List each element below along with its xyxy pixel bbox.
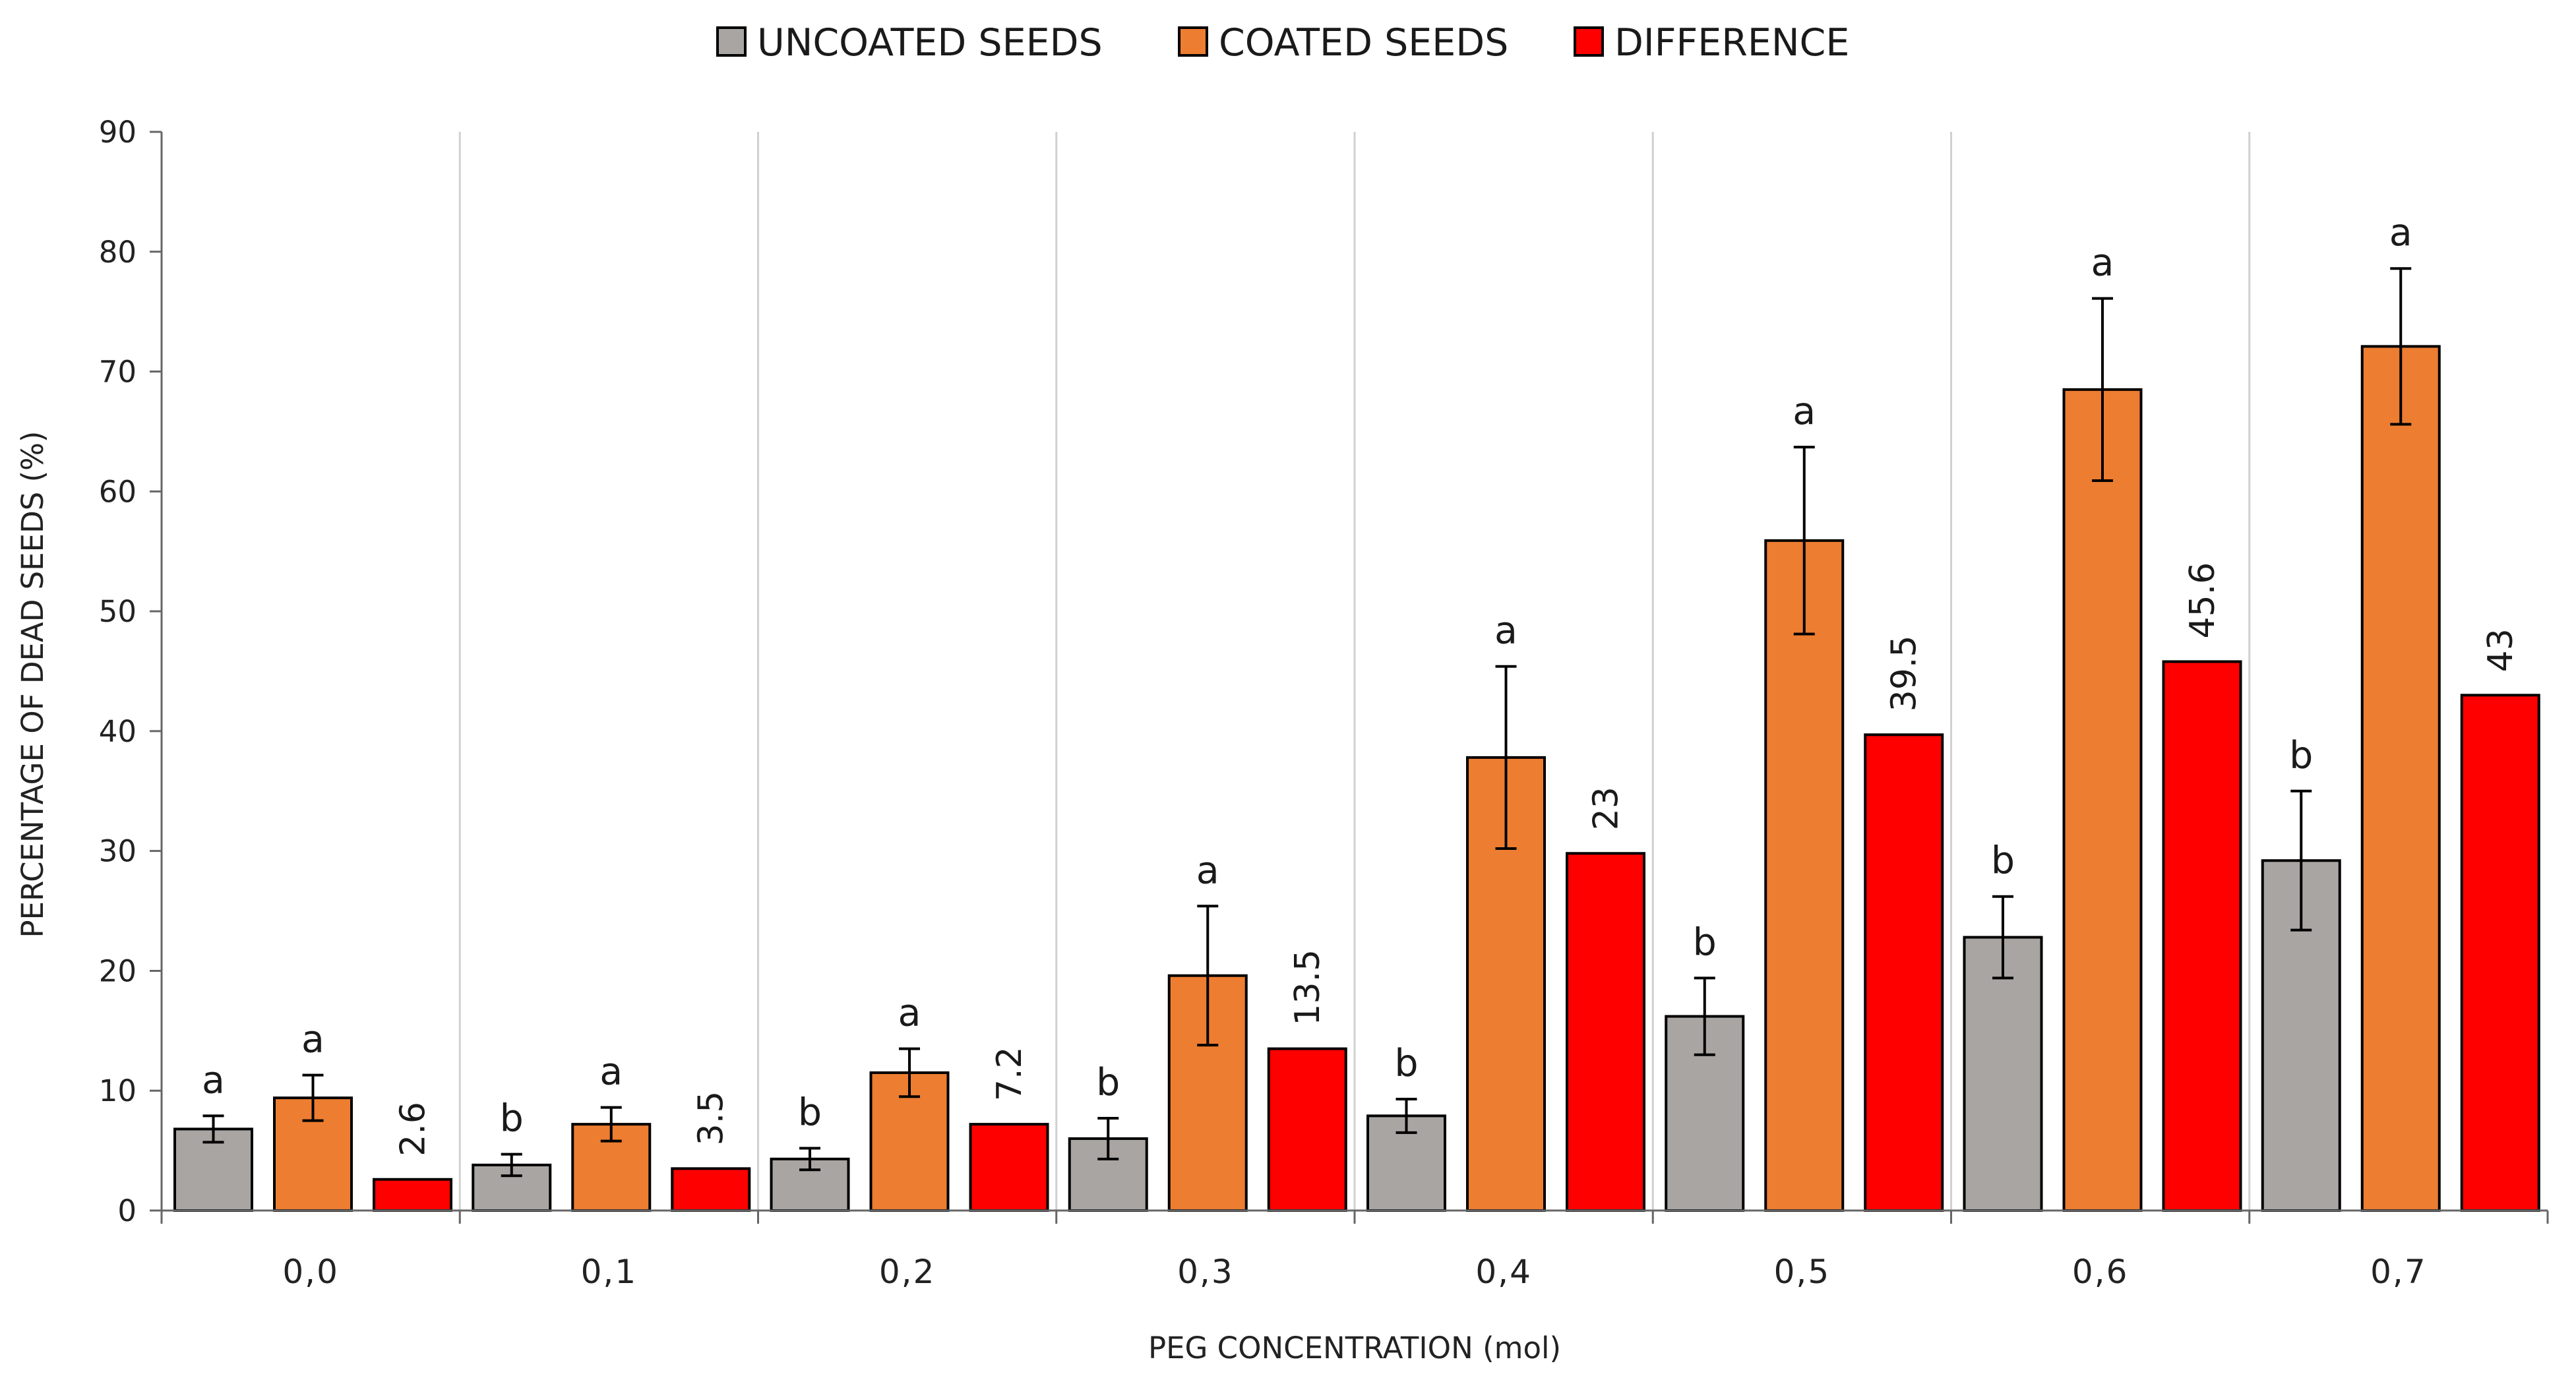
y-tick-label: 30	[99, 834, 137, 869]
x-tick-label: 0,2	[879, 1253, 936, 1291]
y-tick-label: 50	[99, 594, 137, 629]
difference-value-label: 23	[1587, 787, 1626, 830]
legend-swatch	[1178, 26, 1208, 57]
bar-difference	[2162, 660, 2242, 1212]
significance-letter: a	[2389, 211, 2412, 255]
bar-coated-seeds	[1167, 974, 1248, 1213]
significance-letter: a	[301, 1018, 324, 1062]
difference-value-label: 45.6	[2183, 562, 2223, 639]
x-tick-label: 0,4	[1475, 1253, 1532, 1291]
difference-value-label: 3.5	[692, 1091, 731, 1146]
significance-letter: a	[2091, 241, 2114, 285]
bar-difference	[373, 1178, 452, 1213]
bars	[173, 345, 2540, 1213]
x-tick-label: 0,5	[1774, 1253, 1831, 1291]
y-tick-label: 40	[99, 714, 137, 749]
x-tick-label: 0,7	[2370, 1253, 2427, 1291]
legend-label: UNCOATED SEEDS	[757, 21, 1103, 65]
significance-letter: b	[500, 1097, 524, 1141]
bar-coated-seeds	[2062, 388, 2143, 1212]
legend: UNCOATED SEEDS COATED SEEDS DIFFERENCE	[716, 21, 1849, 65]
x-tick-label: 0,1	[581, 1253, 638, 1291]
bar-coated-seeds	[2360, 345, 2441, 1212]
significance-letter: a	[1793, 390, 1816, 433]
significance-letter: a	[898, 992, 921, 1035]
significance-letter: b	[1991, 839, 2015, 883]
bar-uncoated-seeds	[1068, 1137, 1148, 1213]
y-tick-label: 60	[99, 474, 137, 509]
difference-value-label: 2.6	[394, 1102, 433, 1156]
legend-label: COATED SEEDS	[1219, 21, 1508, 65]
legend-label: DIFFERENCE	[1614, 21, 1849, 65]
significance-letter: a	[599, 1050, 623, 1094]
significance-letter: b	[1394, 1042, 1418, 1085]
bar-difference	[2460, 694, 2540, 1213]
x-axis-title: PEG CONCENTRATION (mol)	[1148, 1331, 1561, 1365]
bar-coated-seeds	[1764, 539, 1845, 1212]
bar-difference	[671, 1167, 751, 1213]
category-separators	[458, 132, 2251, 1211]
x-tick-label: 0,6	[2072, 1253, 2129, 1291]
significance-letter: b	[1693, 920, 1717, 964]
difference-value-label: 39.5	[1885, 636, 1924, 712]
bar-difference	[1267, 1047, 1347, 1212]
legend-swatch	[1574, 26, 1604, 57]
significance-letter: a	[202, 1058, 225, 1102]
bar-uncoated-seeds	[1963, 936, 2043, 1212]
axes: 0 10 20 30 40 50 60 70 80 90 0,0 0,1 0,2 0,3 0,4 0,5 0,6…	[99, 115, 2549, 1291]
bar-difference	[1566, 852, 1645, 1212]
bar-difference	[969, 1123, 1049, 1212]
y-tick-label: 80	[99, 235, 137, 270]
significance-letter: a	[1196, 849, 1219, 892]
y-tick-label: 90	[99, 115, 137, 150]
error-bars	[202, 267, 2412, 1178]
significance-letter: b	[2289, 734, 2313, 777]
significance-letter: a	[1494, 609, 1518, 653]
y-axis-title: PERCENTAGE OF DEAD SEEDS (%)	[15, 431, 50, 938]
x-tick-label: 0,3	[1177, 1253, 1234, 1291]
difference-value-label: 13.5	[1288, 949, 1328, 1026]
data-labels: a a 2.6 b a 3.5 b a 7.2 b a 13.5 b a 23 b a 39.5 b a 45.6 b a 4…	[202, 211, 2521, 1156]
bar-difference	[1864, 733, 1944, 1212]
y-tick-label: 70	[99, 355, 137, 390]
significance-letter: b	[798, 1091, 822, 1134]
y-tick-label: 10	[99, 1073, 137, 1108]
y-tick-label: 20	[99, 953, 137, 988]
legend-swatch	[716, 26, 747, 57]
difference-value-label: 43	[2481, 628, 2521, 672]
difference-value-label: 7.2	[990, 1046, 1029, 1101]
y-tick-label: 0	[117, 1193, 137, 1228]
significance-letter: b	[1096, 1061, 1120, 1104]
x-tick-label: 0,0	[282, 1253, 339, 1291]
